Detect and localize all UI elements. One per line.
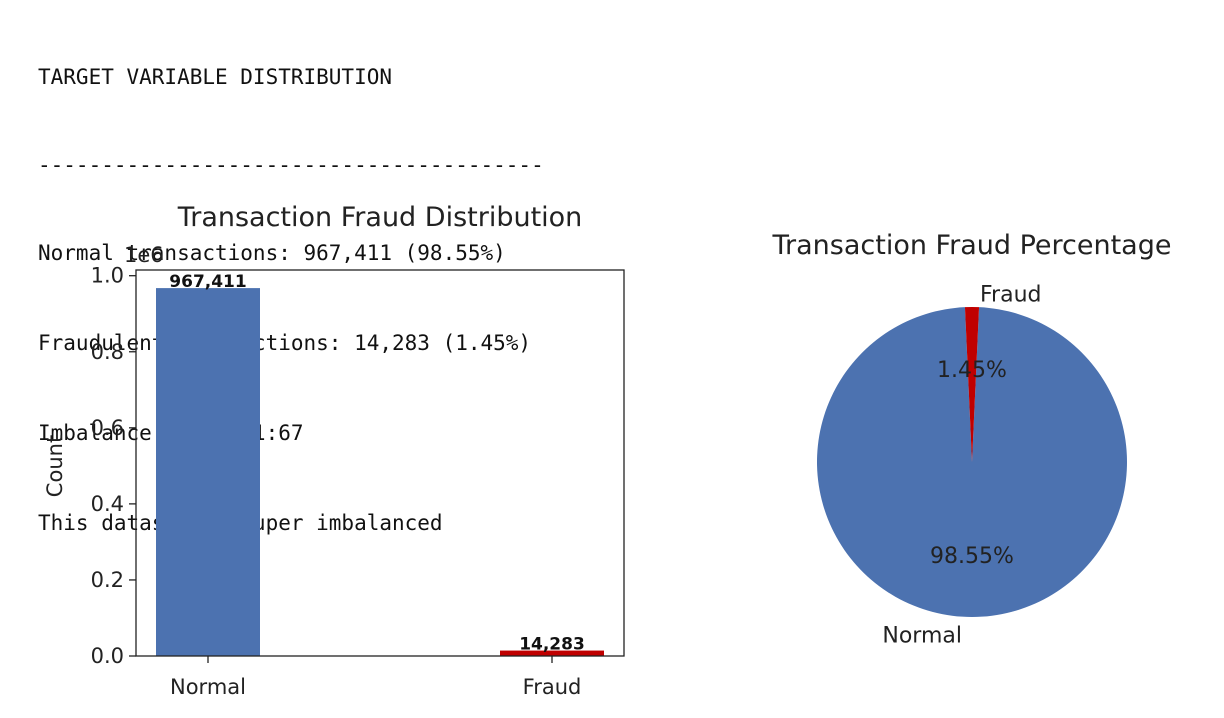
console-heading: TARGET VARIABLE DISTRIBUTION — [38, 65, 393, 89]
bar-value-label: 967,411 — [169, 272, 246, 292]
y-tick-label: 0.4 — [91, 492, 124, 516]
bar-chart: Transaction Fraud Distribution 1e6 Count… — [43, 202, 625, 699]
y-tick-label: 1.0 — [91, 264, 124, 288]
pie-chart: Transaction Fraud Percentage Normal 98.55… — [772, 230, 1172, 649]
pie-slices — [817, 307, 1127, 617]
y-axis-ticks: 0.0 0.2 0.4 0.6 0.8 1.0 — [91, 264, 136, 668]
pie-slice-normal — [817, 307, 1127, 617]
bar-chart-title: Transaction Fraud Distribution — [177, 202, 583, 233]
x-axis-ticks: Normal Fraud — [170, 656, 581, 699]
console-rule: ---------------------------------------- — [38, 153, 544, 177]
y-tick-label: 0.0 — [91, 644, 124, 668]
y-tick-label: 0.2 — [91, 568, 124, 592]
bar-fraud — [500, 650, 604, 656]
x-tick-label: Normal — [170, 675, 246, 699]
console-output: TARGET VARIABLE DISTRIBUTION -----------… — [38, 2, 544, 568]
pie-category-label: Normal — [882, 624, 962, 649]
y-tick-label: 0.6 — [91, 416, 124, 440]
bar-normal — [156, 288, 260, 656]
y-axis-label: Count — [43, 435, 67, 497]
pie-category-label: Fraud — [980, 283, 1042, 308]
console-line: Normal transactions: 967,411 (98.55%) — [38, 241, 506, 265]
pie-chart-title: Transaction Fraud Percentage — [772, 230, 1172, 261]
bar-marks: 967,411 14,283 — [156, 272, 604, 656]
pie-slice-fraud — [964, 307, 980, 462]
bar-value-label: 14,283 — [519, 635, 585, 655]
y-axis-multiplier: 1e6 — [124, 243, 164, 267]
y-tick-label: 0.8 — [91, 340, 124, 364]
plot-frame — [135, 269, 625, 657]
pie-labels: Normal 98.55% Fraud 1.45% — [882, 283, 1041, 649]
pie-percent-label: 1.45% — [937, 358, 1007, 383]
pie-percent-label: 98.55% — [930, 544, 1014, 569]
x-tick-label: Fraud — [523, 675, 582, 699]
